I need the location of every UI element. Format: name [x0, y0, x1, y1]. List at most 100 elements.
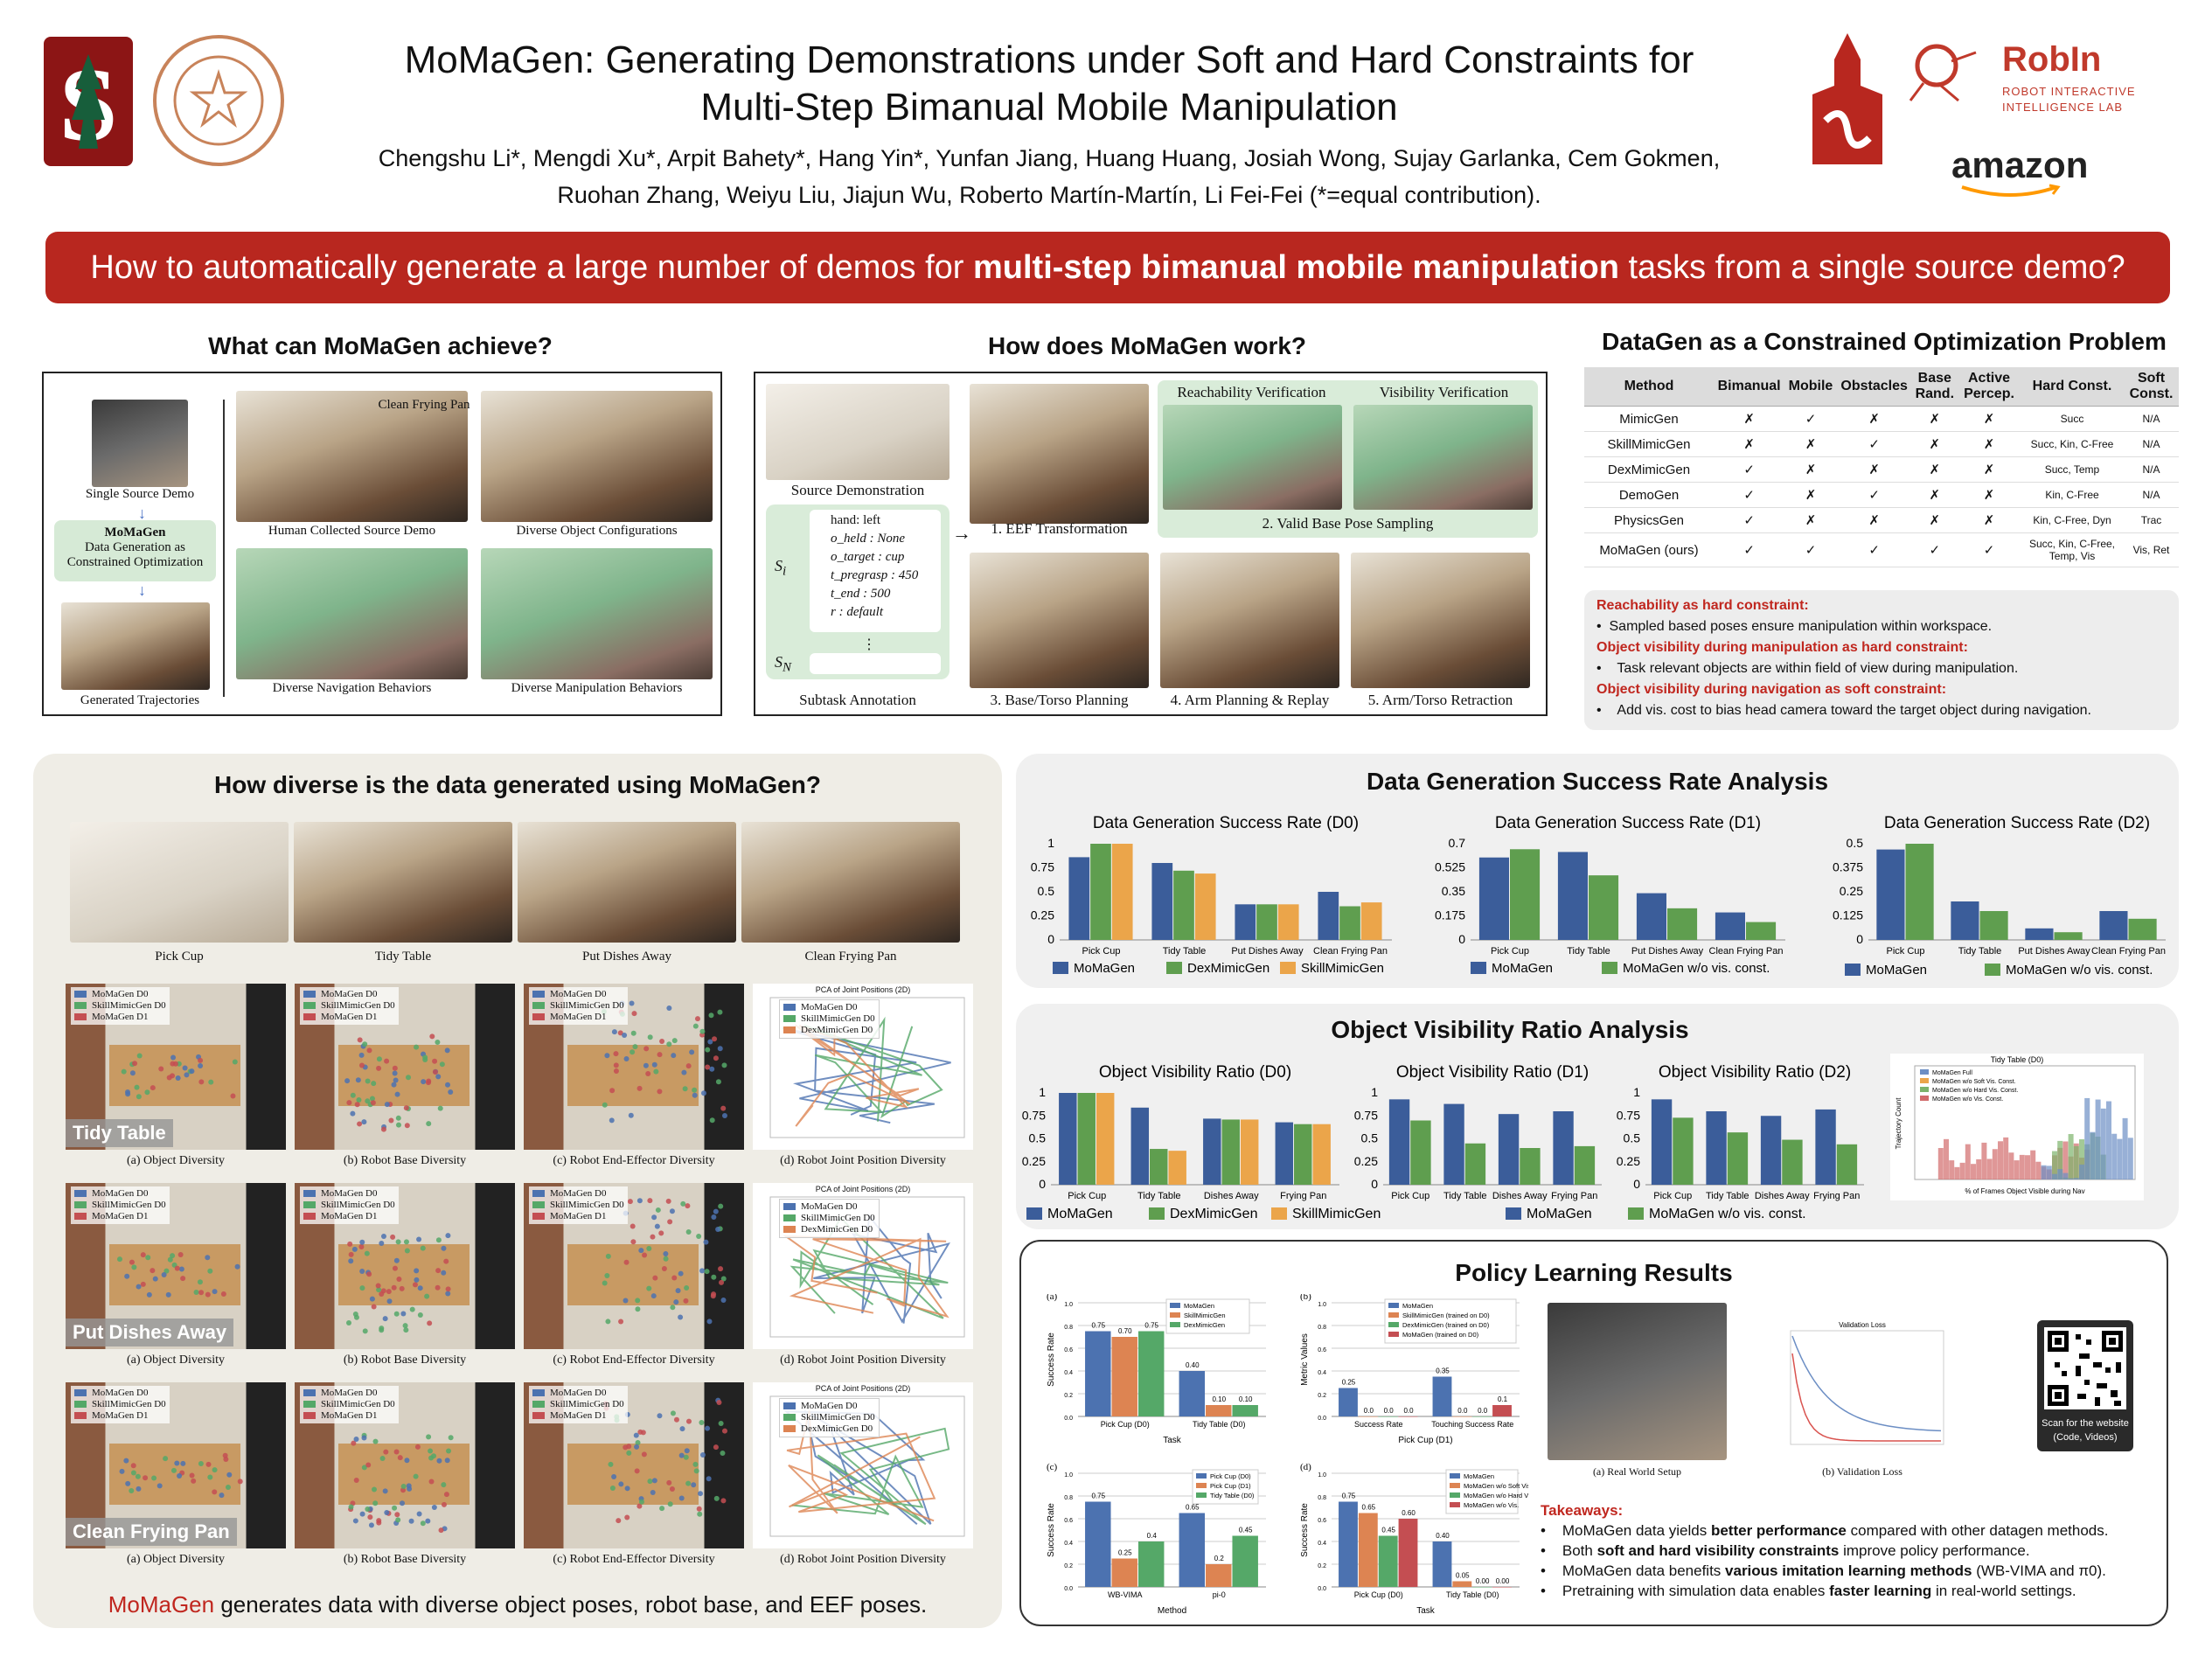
scatter-point: [403, 1327, 409, 1333]
y-tick-label: 0: [1039, 1177, 1046, 1191]
y-axis-label: Success Rate: [1047, 1332, 1056, 1387]
scatter-point: [400, 1311, 407, 1317]
legend-label: SkillMimicGen D0: [801, 1213, 875, 1223]
robin-logo-sub1: ROBOT INTERACTIVE: [2002, 85, 2136, 98]
scatter-point: [659, 1038, 665, 1044]
bar: [1478, 857, 1509, 940]
histogram-bar: [2003, 1137, 2009, 1179]
scatter-point: [444, 1047, 450, 1054]
scatter-point: [370, 1100, 376, 1106]
table-cell: ✗: [1836, 507, 1912, 533]
scatter-point: [392, 1070, 398, 1076]
scatter-point: [431, 1505, 437, 1511]
scatter-point: [709, 1066, 715, 1072]
clean-frying-pan-label: Clean Frying Pan: [378, 398, 470, 412]
diversity-column-caption: (d) Robot Joint Position Diversity: [780, 1154, 946, 1167]
takeaway-text: compared with other datagen methods.: [1846, 1522, 2109, 1539]
scatter-point: [663, 1256, 669, 1262]
chart-legend: Pick Cup (D0) Pick Cup (D1) Tidy Table (D0…: [1192, 1469, 1259, 1505]
scatter-point: [371, 1081, 377, 1087]
diversity-column-caption: (c) Robot End-Effector Diversity: [553, 1553, 715, 1566]
diversity-column-caption: (d) Robot Joint Position Diversity: [780, 1553, 946, 1566]
legend-label: DexMimicGen (trained on D0): [1402, 1321, 1490, 1329]
histogram-bar: [1954, 1166, 1960, 1179]
legend-label: MoMaGen w/o Vis.: [1464, 1501, 1519, 1509]
bar: [1150, 1149, 1168, 1185]
base-torso-image: [970, 553, 1149, 688]
bar-chart: Object Visibility Ratio (D1) 0 0.25 0.5 0.75…: [1354, 1063, 1602, 1201]
scatter-point: [641, 1451, 647, 1458]
table-surface: [567, 1244, 699, 1305]
scatter-point: [376, 1065, 382, 1071]
scatter-point: [382, 1488, 388, 1494]
legend-label: SkillMimicGen D0: [550, 1399, 624, 1409]
scatter-point: [357, 1121, 363, 1127]
bar: [1464, 1143, 1486, 1185]
scatter-point: [635, 1298, 641, 1304]
annotation-card: hand: left o_held : None o_target : cup …: [810, 510, 941, 632]
scatter-point: [700, 1090, 706, 1096]
scatter-point: [393, 1311, 400, 1317]
annotation-card-empty: [810, 653, 941, 674]
x-axis-label: Method: [1158, 1606, 1186, 1616]
scatter-point: [445, 1233, 451, 1239]
scatter-point: [717, 1046, 723, 1052]
x-tick-label: Clean Frying Pan: [1313, 946, 1388, 957]
scatter-point: [715, 1079, 721, 1085]
table-cell: ✓: [1784, 532, 1837, 567]
qr-box[interactable]: Scan for the website (Code, Videos): [2037, 1320, 2133, 1451]
momagen-box: MoMaGen Data Generation as Constrained O…: [54, 520, 216, 581]
scatter-point: [707, 1039, 713, 1045]
scatter-point: [383, 1449, 389, 1455]
achieve-panel: Single Source Demo ↓ MoMaGen Data Genera…: [42, 372, 722, 716]
table-cell: ✗: [1958, 482, 2021, 508]
table-cell: ✓: [1958, 532, 2021, 567]
legend-label: MoMaGen D0: [92, 1388, 149, 1398]
table-cell: N/A: [2124, 406, 2179, 432]
scatter-point: [666, 1041, 672, 1047]
table-cell: ✗: [1958, 507, 2021, 533]
diverse-objects-photo: [481, 391, 713, 522]
scatter-point: [412, 1282, 418, 1288]
title: MoMaGen: Generating Demonstrations under…: [315, 37, 1784, 131]
data-label: 0.4: [1147, 1532, 1158, 1540]
pca-series-line: [782, 1026, 951, 1124]
y-tick-label: 0.8: [1318, 1495, 1326, 1501]
data-label: 0.40: [1436, 1532, 1450, 1540]
bar: [1443, 1103, 1464, 1185]
y-tick-label: 0.5: [1361, 1131, 1379, 1145]
bar: [1085, 1331, 1111, 1416]
legend-label: Pick Cup (D0): [1210, 1472, 1251, 1480]
bar: [1636, 893, 1666, 940]
scatter-point: [375, 1283, 381, 1289]
datagen-table-wrap: Method Bimanual Mobile Obstacles Base Ra…: [1584, 367, 2179, 567]
table-row: SkillMimicGen ✗ ✗ ✓ ✗ ✗ Succ, Kin, C-Free N/A: [1584, 431, 2179, 457]
legend-label: MoMaGen: [1047, 1207, 1113, 1221]
bar: [1173, 870, 1194, 940]
scatter-point: [165, 1291, 171, 1298]
bar: [1398, 1519, 1418, 1587]
bar: [1667, 908, 1698, 940]
legend-label: MoMaGen D1: [321, 1410, 378, 1421]
legend-swatch: [74, 1201, 87, 1209]
qr-code-icon[interactable]: [2044, 1327, 2126, 1409]
caption-diverse-objects: Diverse Object Configurations: [516, 524, 678, 538]
histogram-bar: [2073, 1178, 2079, 1179]
scatter-point: [647, 1198, 653, 1204]
scatter-point: [667, 1501, 673, 1507]
annotation-ellipsis: ⋮: [862, 637, 876, 652]
scatter-point: [129, 1070, 136, 1076]
bar: [1277, 904, 1299, 940]
scatter-point: [435, 1040, 441, 1046]
table-cell: ✓: [1836, 482, 1912, 508]
scatter-point: [406, 1075, 412, 1081]
bar: [1137, 1541, 1165, 1587]
scatter-point: [226, 1472, 233, 1478]
scatter-point: [357, 1037, 363, 1043]
scatter-point: [180, 1276, 186, 1282]
table-cell: DemoGen: [1584, 482, 1714, 508]
scatter-point: [435, 1074, 442, 1080]
pca-plot: PCA of Joint Positions (2D) MoMaGen D0 Ski…: [753, 984, 973, 1150]
y-tick-label: 0.4: [1064, 1541, 1073, 1547]
scatter-point: [132, 1061, 138, 1067]
